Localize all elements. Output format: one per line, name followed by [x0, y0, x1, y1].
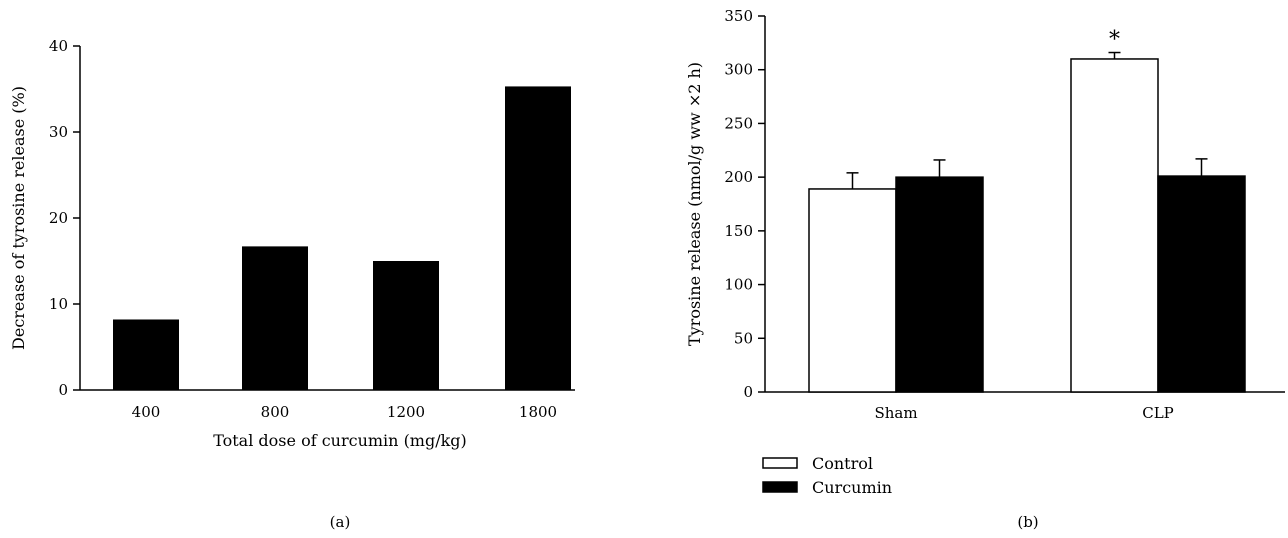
chart-b-y-axis-label: Tyrosine release (nmol/g ww ×2 h): [685, 62, 704, 346]
chart-a-bar: [242, 246, 308, 390]
chart-b-legend-label-control: Control: [812, 454, 873, 473]
chart-a-x-tick-label: 1800: [519, 403, 557, 421]
chart-a-bars: [113, 86, 571, 391]
chart-b-bars: *: [808, 28, 1246, 393]
chart-a-panel-label: (a): [330, 513, 351, 531]
chart-b-y-tick-label: 200: [724, 168, 753, 186]
chart-b-x-ticks: Sham CLP: [874, 404, 1173, 422]
chart-b-y-tick-label: 250: [724, 114, 753, 132]
chart-a-x-tick-label: 1200: [387, 403, 425, 421]
chart-a-x-axis-label: Total dose of curcumin (mg/kg): [213, 431, 467, 450]
chart-b-significance-mark: *: [1109, 28, 1120, 53]
chart-a-x-tick-label: 400: [132, 403, 161, 421]
chart-b-y-tick-label: 350: [724, 7, 753, 25]
chart-b-legend-swatch-control: [762, 457, 798, 469]
chart-b-y-tick-label: 150: [724, 222, 753, 240]
chart-a-y-tick-label: 40: [49, 37, 68, 55]
chart-b-bar-control: [1070, 58, 1159, 393]
chart-a-bar: [113, 319, 179, 390]
chart-a-y-tick-label: 10: [49, 295, 68, 313]
chart-b-y-ticks: 0 50 100 150 200 250 300 350: [724, 7, 765, 401]
chart-b-bar-curcumin: [1157, 175, 1246, 393]
chart-b-x-tick-label: CLP: [1142, 404, 1174, 422]
chart-b-y-tick-label: 300: [724, 61, 753, 79]
chart-b-bar-control: [808, 188, 897, 393]
chart-a-x-tick-label: 800: [261, 403, 290, 421]
chart-b-y-tick-label: 100: [724, 276, 753, 294]
chart-a-bar: [505, 86, 571, 391]
chart-a-y-tick-label: 30: [49, 123, 68, 141]
chart-b-legend: Control Curcumin: [762, 454, 892, 497]
chart-a-y-tick-label: 20: [49, 209, 68, 227]
chart-b-y-tick-label: 0: [743, 383, 753, 401]
chart-a: 0 10 20 30 40 400 800 1200 1800 Total dose of c…: [9, 37, 575, 531]
chart-a-bar: [373, 261, 439, 390]
chart-b: 0 50 100 150 200 250 300 350 * Sham CLP Tyrosine…: [685, 7, 1285, 531]
chart-a-y-axis-label: Decrease of tyrosine release (%): [9, 86, 28, 350]
chart-b-panel-label: (b): [1017, 513, 1038, 531]
chart-b-legend-label-curcumin: Curcumin: [812, 478, 892, 497]
chart-b-y-tick-label: 50: [734, 329, 753, 347]
chart-a-x-ticks: 400 800 1200 1800: [132, 403, 557, 421]
chart-b-x-tick-label: Sham: [874, 404, 917, 422]
chart-b-legend-swatch-curcumin: [762, 481, 798, 493]
chart-b-bar-curcumin: [895, 176, 984, 393]
chart-a-y-ticks: 0 10 20 30 40: [49, 37, 80, 399]
chart-a-y-tick-label: 0: [58, 381, 68, 399]
